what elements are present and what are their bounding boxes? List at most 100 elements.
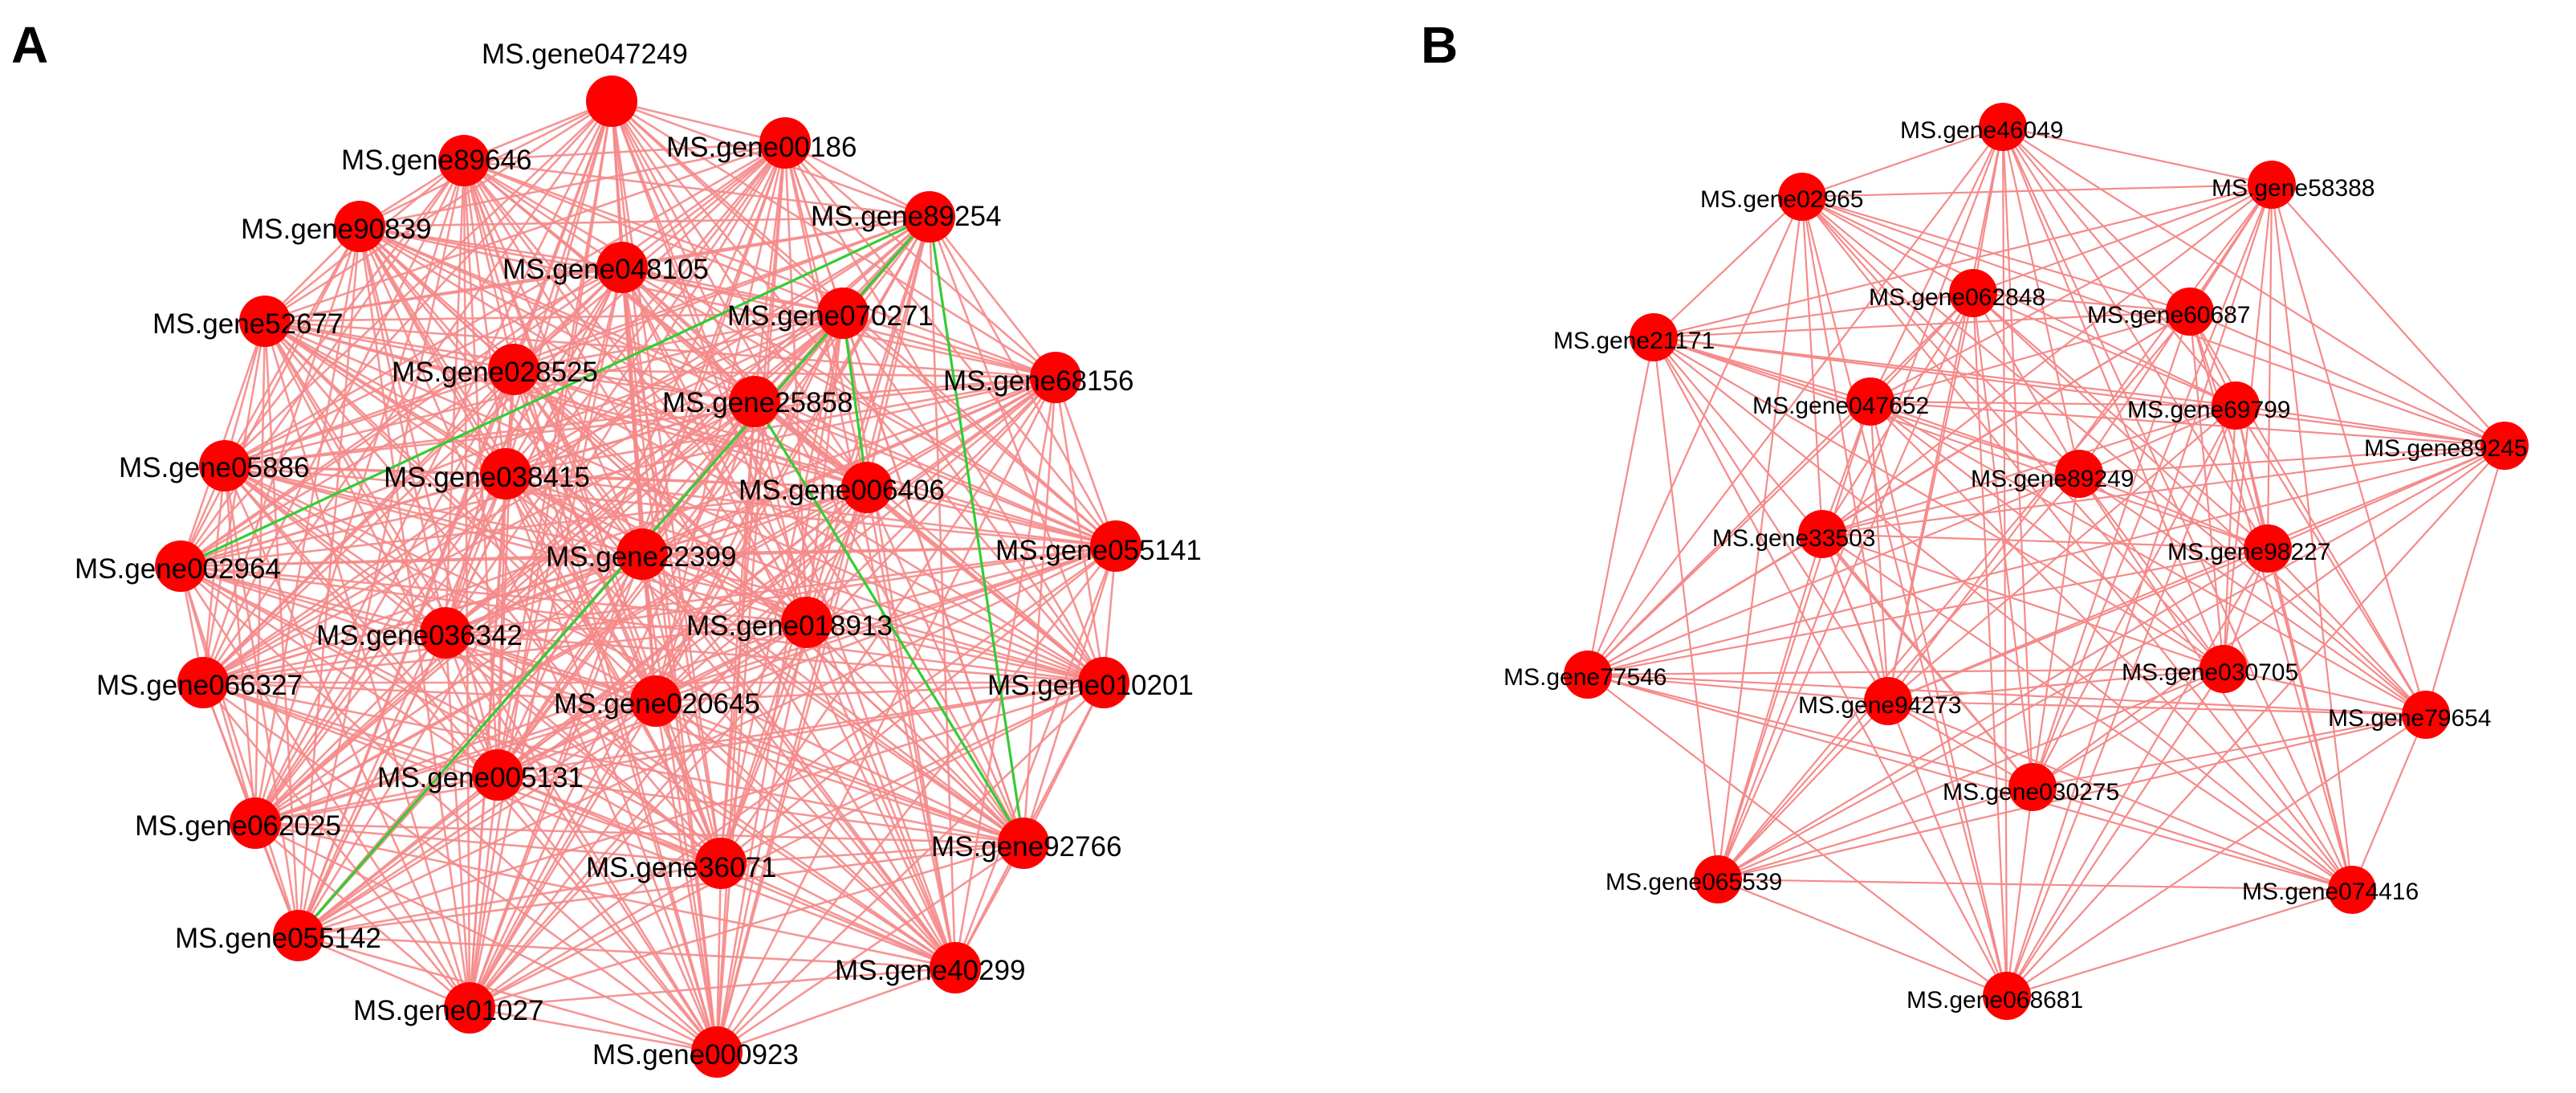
edge	[202, 681, 499, 777]
edge	[654, 401, 756, 702]
gene-node: MS.gene36071	[586, 838, 776, 889]
edge	[2031, 473, 2081, 788]
edge	[1870, 310, 2191, 403]
edge	[655, 376, 1056, 703]
edge	[513, 368, 868, 489]
edge	[2350, 714, 2427, 891]
edge	[1653, 336, 1889, 702]
gene-node-circle	[488, 344, 539, 395]
gene-node-circle	[998, 818, 1049, 869]
gene-node: MS.gene002964	[75, 540, 281, 592]
edge	[1653, 336, 2236, 407]
edge	[224, 464, 643, 556]
gene-node-label: MS.gene46049	[1900, 117, 2064, 144]
edge	[224, 464, 1105, 684]
edge	[463, 159, 623, 269]
edge	[1717, 445, 2505, 880]
edge	[842, 312, 1117, 547]
edge	[2188, 311, 2225, 670]
edge	[254, 267, 624, 824]
edge	[298, 621, 808, 937]
gene-node-circle	[155, 540, 206, 592]
edge	[254, 100, 613, 824]
edge	[505, 312, 844, 475]
edge	[2189, 310, 2505, 447]
edge	[1717, 878, 2353, 891]
edge	[254, 822, 1024, 845]
gene-node: MS.gene05886	[119, 440, 309, 491]
edge	[264, 320, 1056, 379]
edge	[805, 622, 957, 969]
gene-node: MS.gene98227	[2167, 524, 2331, 573]
gene-node: MS.gene90839	[241, 201, 431, 252]
edge	[1887, 444, 2505, 703]
edge	[468, 312, 844, 1009]
edge	[224, 464, 1117, 548]
gene-node: MS.gene46049	[1900, 103, 2064, 151]
gene-node-label: MS.gene055142	[175, 923, 381, 954]
edge	[2188, 311, 2269, 549]
edge	[1821, 532, 2269, 550]
edge	[1972, 292, 2008, 997]
edge	[298, 934, 718, 1054]
gene-node: MS.gene40299	[835, 942, 1025, 993]
edge	[202, 681, 657, 703]
edge	[2266, 184, 2273, 549]
edge	[254, 822, 470, 1009]
edge	[298, 842, 1024, 937]
edge	[754, 400, 1117, 548]
gene-node-label: MS.gene89245	[2364, 435, 2528, 462]
edge	[1717, 548, 2269, 880]
gene-node: MS.gene89249	[1971, 450, 2134, 498]
gene-node-circle	[239, 296, 291, 347]
edge	[224, 376, 1056, 467]
panel-a-edges	[179, 100, 1117, 1054]
edge	[1587, 533, 1823, 675]
edge	[805, 312, 844, 623]
edge	[513, 312, 844, 371]
edge	[463, 159, 1056, 379]
edge	[505, 472, 1117, 548]
edge	[512, 369, 718, 1053]
edge	[1972, 183, 2273, 295]
edge	[1870, 400, 2505, 447]
gene-node: MS.gene068681	[1907, 972, 2083, 1020]
edge	[655, 544, 1117, 703]
edge	[513, 368, 1105, 684]
edge	[2006, 445, 2505, 997]
edge	[224, 464, 808, 624]
gene-node: MS.gene036342	[316, 607, 523, 659]
gene-node-circle	[2008, 763, 2057, 811]
gene-node: MS.gene047652	[1752, 377, 1929, 426]
edge	[1717, 700, 1889, 880]
edge	[2078, 473, 2427, 716]
edge	[445, 553, 643, 634]
edge	[1587, 673, 2353, 891]
gene-node-circle	[1979, 103, 2027, 151]
edge	[513, 142, 786, 370]
edge	[224, 464, 722, 865]
gene-node-circle	[2055, 450, 2103, 498]
edge	[754, 376, 1056, 403]
gene-node-circle	[1630, 313, 1678, 361]
gene-node-label: MS.gene000923	[592, 1039, 799, 1071]
edge	[720, 544, 1117, 865]
edge	[715, 863, 722, 1053]
edge	[1821, 292, 1974, 535]
edge	[1821, 533, 2353, 891]
edge	[468, 100, 613, 1009]
edge	[1054, 377, 1105, 683]
gene-node: MS.gene77546	[1504, 650, 1667, 699]
edge	[1587, 401, 1871, 675]
gene-node-circle	[444, 982, 495, 1034]
edge	[359, 225, 1105, 684]
edge	[1870, 401, 2224, 670]
edge	[202, 215, 930, 684]
edge	[179, 226, 361, 567]
edge	[1022, 377, 1057, 844]
gene-node-label: MS.gene58388	[2212, 175, 2375, 202]
edge	[720, 681, 1105, 865]
edge	[179, 565, 300, 936]
gene-node-circle	[420, 607, 471, 659]
edge	[2270, 184, 2427, 716]
